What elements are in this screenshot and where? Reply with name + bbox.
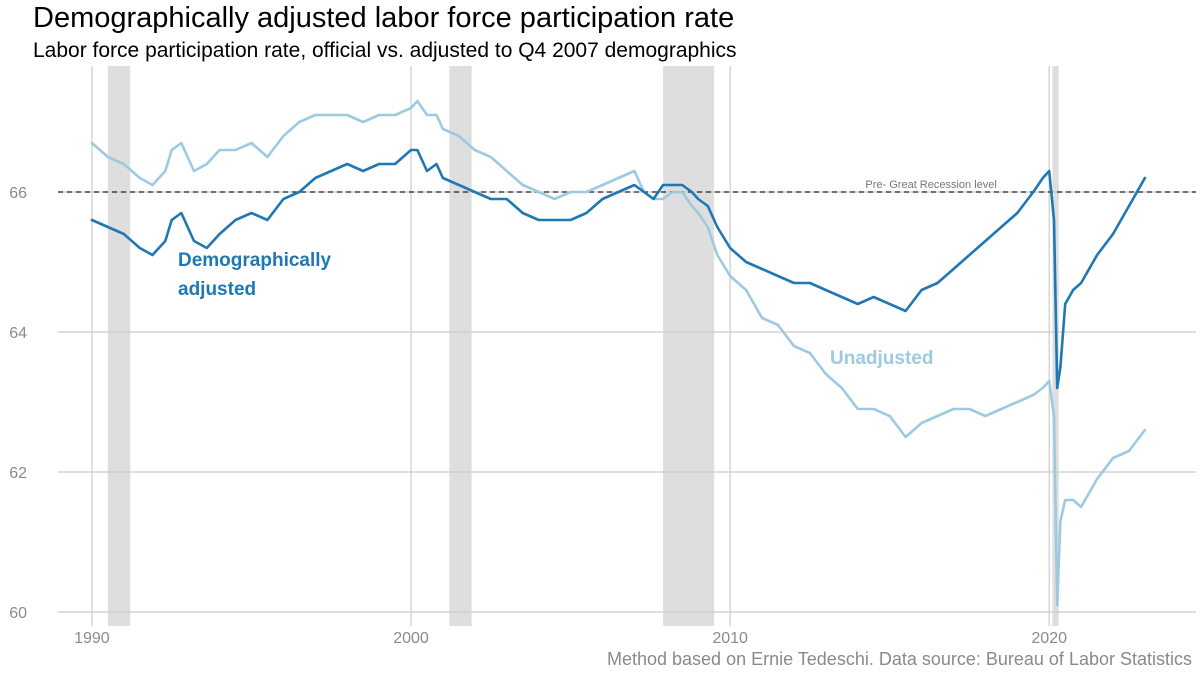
series-lines — [90, 99, 1147, 607]
reference-line-label: Pre- Great Recession level — [865, 179, 996, 191]
chart-title: Demographically adjusted labor force par… — [33, 2, 735, 34]
series-line-unadjusted — [90, 99, 1147, 607]
y-tick-label: 62 — [9, 465, 27, 482]
chart-subtitle: Labor force participation rate, official… — [33, 39, 737, 62]
axis-ticks: 60 62 64 66 1990 2000 2010 2020 — [9, 185, 1067, 647]
x-tick-label: 1990 — [74, 630, 110, 647]
x-tick-label: 2000 — [393, 630, 429, 647]
recession-band-2 — [449, 66, 472, 626]
series-line-adjusted — [90, 148, 1147, 390]
x-tick-label: 2010 — [712, 630, 748, 647]
recession-bands — [107, 66, 1059, 626]
y-tick-label: 66 — [9, 185, 27, 202]
series-label-unadjusted: Unadjusted — [830, 348, 933, 369]
reference-line-group: Pre- Great Recession level — [58, 179, 1196, 193]
chart-caption: Method based on Ernie Tedeschi. Data sou… — [606, 649, 1192, 669]
recession-band-1 — [107, 66, 131, 626]
recession-band-3 — [663, 66, 715, 626]
series-label-adjusted: Demographically — [178, 250, 332, 271]
y-tick-label: 60 — [9, 605, 27, 622]
y-tick-label: 64 — [9, 325, 27, 342]
series-labels: Demographically adjusted Unadjusted — [178, 250, 933, 369]
series-label-adjusted: adjusted — [178, 279, 256, 300]
x-tick-label: 2020 — [1031, 630, 1067, 647]
